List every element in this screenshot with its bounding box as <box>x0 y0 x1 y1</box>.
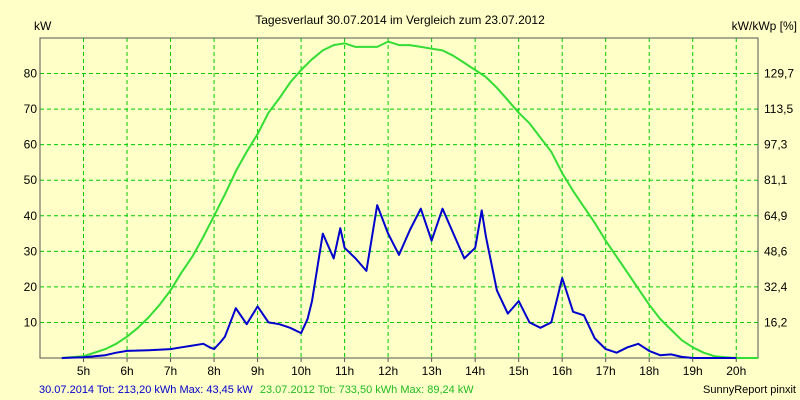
y-tick-label: 10 <box>24 315 38 329</box>
x-tick-label: 8h <box>207 364 220 378</box>
series-line-30-07-2014 <box>61 204 737 359</box>
x-tick-label: 12h <box>378 364 398 378</box>
x-tick-label: 15h <box>509 364 529 378</box>
y-tick-label: 40 <box>24 209 38 223</box>
grid <box>40 38 758 358</box>
left-axis-ticks: 10 20 30 40 50 60 70 80 <box>24 67 38 330</box>
x-tick-label: 20h <box>726 364 746 378</box>
series-line-23-07-2012 <box>61 40 758 359</box>
right-tick-label: 48,6 <box>764 244 788 258</box>
footer-summary: 30.07.2014 Tot: 213,20 kWh Max: 43,45 kW… <box>39 384 474 396</box>
x-tick-label: 16h <box>552 364 572 378</box>
right-tick-label: 16,2 <box>764 315 788 329</box>
chart-title: Tagesverlauf 30.07.2014 im Vergleich zum… <box>255 13 545 27</box>
right-tick-label: 81,1 <box>764 173 788 187</box>
x-axis-ticks: 5h 6h 7h 8h 9h 10h 11h 12h 13h 14h 15h 16h 17h 18h 19h… <box>77 358 746 378</box>
right-axis-ticks: 16,2 32,4 48,6 64,9 81,1 97,3 113,5 129,7 <box>764 67 794 330</box>
credit-text: SunnyReport pinxit <box>703 384 796 396</box>
y-tick-label: 50 <box>24 173 38 187</box>
y-tick-label: 60 <box>24 138 38 152</box>
x-tick-label: 18h <box>639 364 659 378</box>
series-layer <box>61 40 758 359</box>
footer-2012-text: 23.07.2012 Tot: 733,50 kWh Max: 89,24 kW <box>260 384 474 396</box>
x-tick-label: 17h <box>596 364 616 378</box>
y-tick-label: 20 <box>24 280 38 294</box>
x-tick-label: 11h <box>335 364 354 378</box>
left-axis-label: kW <box>34 19 52 33</box>
footer-2014-text: 30.07.2014 Tot: 213,20 kWh Max: 43,45 kW <box>39 384 253 396</box>
y-tick-label: 30 <box>24 244 38 258</box>
y-tick-label: 70 <box>24 102 38 116</box>
y-tick-label: 80 <box>24 67 38 81</box>
x-tick-label: 13h <box>422 364 442 378</box>
right-axis-label: kW/kWp [%] <box>732 19 797 33</box>
x-tick-label: 14h <box>465 364 485 378</box>
right-tick-label: 113,5 <box>764 102 793 116</box>
x-tick-label: 19h <box>683 364 703 378</box>
x-tick-label: 9h <box>251 364 264 378</box>
plot-frame <box>39 37 759 359</box>
right-tick-label: 129,7 <box>764 67 794 81</box>
right-tick-label: 64,9 <box>764 209 788 223</box>
x-tick-label: 6h <box>120 364 133 378</box>
right-tick-label: 32,4 <box>764 280 788 294</box>
x-tick-label: 5h <box>77 364 90 378</box>
right-tick-label: 97,3 <box>764 138 788 152</box>
x-tick-label: 7h <box>164 364 177 378</box>
x-tick-label: 10h <box>291 364 311 378</box>
